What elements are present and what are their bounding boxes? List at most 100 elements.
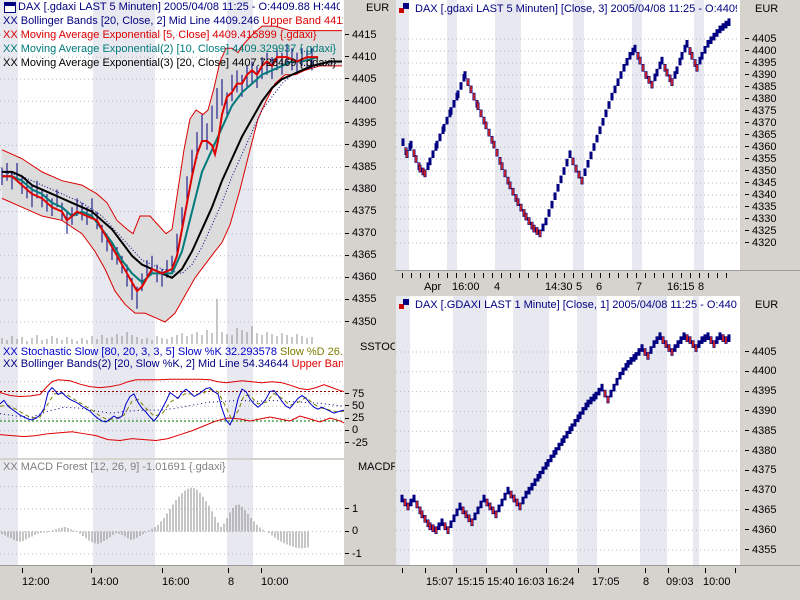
left-time-axis[interactable]: 12:00 14:00 16:00 8 10:00 xyxy=(0,565,395,600)
tr-time-axis[interactable]: Apr 16:00 4 14:30 5 6 7 16:15 8 xyxy=(395,270,800,296)
time-axis-tick xyxy=(600,273,601,278)
macd-scale-label: -1 xyxy=(345,547,362,560)
main-price-scale-label: 4400 xyxy=(345,94,376,107)
time-axis-tick xyxy=(402,568,403,573)
time-axis-label: 17:05 xyxy=(592,576,620,588)
tr-price-scale-label: 4380 xyxy=(745,92,776,105)
time-axis-tick xyxy=(627,273,628,278)
main-chart-title: DAX [.gdaxi LAST 5 Minuten] 2005/04/08 1… xyxy=(18,1,340,14)
main-price-scale-label: 4390 xyxy=(345,138,376,151)
tr-price-scale-label: 4370 xyxy=(745,116,776,129)
time-axis-tick xyxy=(690,273,691,278)
macd-label: XX MACD Forest [12, 26, 9] -1.01691 {.gd… xyxy=(3,461,226,473)
main-price-scale-label: 4350 xyxy=(345,315,376,328)
macd-plot[interactable] xyxy=(0,460,344,565)
main-price-scale-label: 4375 xyxy=(345,205,376,218)
time-axis-label: 8 xyxy=(698,281,705,293)
time-axis-tick xyxy=(735,568,736,573)
br-chart-title: DAX [.GDAXI LAST 1 Minute] [Close, 1] 20… xyxy=(415,299,737,312)
tr-price-scale-label: 4320 xyxy=(745,236,776,249)
br-price-scale-label: 4365 xyxy=(745,503,776,516)
br-price-scale-label: 4390 xyxy=(745,404,776,417)
time-axis-tick xyxy=(22,568,23,573)
time-axis-label: 15:15 xyxy=(457,576,485,588)
time-axis-tick xyxy=(91,568,92,573)
currency-label-tr: EUR xyxy=(755,3,779,15)
br-price-scale-label: 4385 xyxy=(745,424,776,437)
indicator-line-bollinger: XX Bollinger Bands [20, Close, 2] Mid Li… xyxy=(3,15,343,28)
tr-price-scale-label: 4365 xyxy=(745,128,776,141)
time-axis-tick xyxy=(486,568,487,573)
indicator-line-ema10: XX Moving Average Exponential(2) [10, Cl… xyxy=(3,43,343,56)
tr-price-scale-label: 4325 xyxy=(745,224,776,237)
chart-type-icon-bottom[interactable] xyxy=(399,298,413,310)
time-axis-tick xyxy=(663,273,664,278)
br-price-scale-label: 4405 xyxy=(745,345,776,358)
stoch-header-line2: XX Bollinger Bands(2) [20, Slow %K, 2] M… xyxy=(3,358,343,371)
time-axis-tick xyxy=(705,568,706,573)
time-axis-tick xyxy=(420,273,421,278)
tr-price-scale-label: 4345 xyxy=(745,176,776,189)
time-axis-tick xyxy=(564,273,565,278)
time-axis-tick xyxy=(582,273,583,278)
tr-price-scale-label: 4375 xyxy=(745,104,776,117)
br-time-axis[interactable]: 15:07 15:15 15:40 16:03 16:24 17:05 8 09:03 10:0… xyxy=(395,565,800,600)
stoch-upper-label: Upper Band 9 xyxy=(291,358,343,370)
tr-price-scale-label: 4330 xyxy=(745,212,776,225)
time-axis-tick xyxy=(598,568,599,573)
time-axis-tick xyxy=(261,568,262,573)
time-axis-tick xyxy=(717,273,718,278)
time-axis-label: 14:00 xyxy=(91,576,119,588)
ema10-label: XX Moving Average Exponential(2) [10, Cl… xyxy=(3,43,337,55)
tr-price-scale-label: 4390 xyxy=(745,68,776,81)
window-icon[interactable] xyxy=(4,2,16,13)
time-axis-tick xyxy=(672,273,673,278)
main-price-scale-label: 4395 xyxy=(345,116,376,129)
time-axis-tick xyxy=(668,568,669,573)
dax-5min-close3-chart-plot[interactable] xyxy=(396,0,740,270)
br-price-scale-label: 4360 xyxy=(745,523,776,536)
time-axis-tick xyxy=(483,273,484,278)
time-axis-tick xyxy=(645,273,646,278)
main-chart-title-text: DAX [.gdaxi LAST 5 Minuten] 2005/04/08 1… xyxy=(18,1,340,13)
time-axis-tick xyxy=(162,568,163,573)
br-price-scale-label: 4355 xyxy=(745,543,776,556)
tr-price-scale-label: 4335 xyxy=(745,200,776,213)
time-axis-tick xyxy=(578,568,579,573)
tr-price-scale-label: 4400 xyxy=(745,44,776,57)
time-axis-label: 15:40 xyxy=(487,576,515,588)
time-axis-tick xyxy=(456,568,457,573)
chart-type-icon-top[interactable] xyxy=(399,2,413,14)
stoch-scale-label: 0 xyxy=(345,424,358,437)
time-axis-tick xyxy=(228,568,229,573)
br-price-scale-label: 4380 xyxy=(745,444,776,457)
slow-d-label: Slow %D 26.70 xyxy=(280,346,343,358)
br-chart-title-text: DAX [.GDAXI LAST 1 Minute] [Close, 1] 20… xyxy=(415,299,737,311)
stoch-scale-label: 25 xyxy=(345,412,364,425)
time-axis-label: 16:15 xyxy=(667,281,695,293)
time-axis-tick xyxy=(708,273,709,278)
time-axis-tick xyxy=(501,273,502,278)
main-price-scale-label: 4405 xyxy=(345,72,376,85)
dax-1min-close1-chart-plot[interactable] xyxy=(396,295,740,565)
main-price-scale-label: 4355 xyxy=(345,293,376,306)
slow-k-label: XX Stochastic Slow [80, 20, 3, 3, 5] Slo… xyxy=(3,346,280,358)
time-axis-tick xyxy=(474,273,475,278)
tr-price-scale-label: 4385 xyxy=(745,80,776,93)
time-axis-tick xyxy=(546,568,547,573)
time-axis-tick xyxy=(726,273,727,278)
br-price-scale-label: 4400 xyxy=(745,365,776,378)
time-axis-tick xyxy=(402,273,403,278)
time-axis-label: 14:30 xyxy=(545,281,573,293)
main-price-scale-label: 4415 xyxy=(345,28,376,41)
main-price-scale-label: 4385 xyxy=(345,160,376,173)
time-axis-tick xyxy=(537,273,538,278)
tr-chart-title-text: DAX [.gdaxi LAST 5 Minuten] [Close, 3] 2… xyxy=(415,3,737,15)
time-axis-tick xyxy=(456,273,457,278)
stoch-scale-label: -25 xyxy=(345,436,368,449)
currency-label-main: EUR xyxy=(366,2,390,14)
time-axis-tick xyxy=(546,273,547,278)
time-axis-tick xyxy=(573,273,574,278)
br-price-scale-label: 4375 xyxy=(745,464,776,477)
